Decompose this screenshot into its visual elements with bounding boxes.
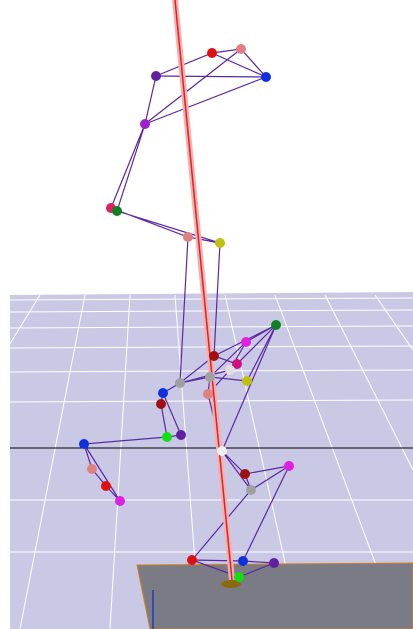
page	[0, 0, 413, 629]
plate	[137, 563, 413, 629]
scene	[0, 0, 413, 629]
